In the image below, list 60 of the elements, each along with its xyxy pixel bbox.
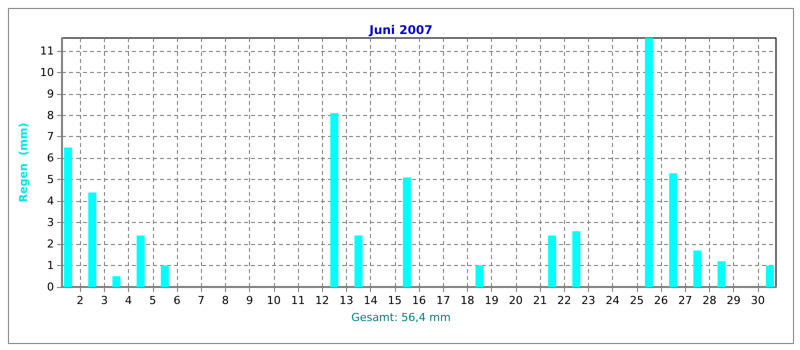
x-tick-label: 28 [702,294,716,307]
y-tick-label: 2 [47,238,54,251]
x-tick-label: 17 [436,294,450,307]
bar [88,192,96,287]
x-tick-label: 18 [460,294,474,307]
bar [402,178,411,287]
y-axis-title: Regen (mm) [17,122,30,202]
x-tick-label: 9 [246,294,254,307]
y-tick-label: 1 [47,259,54,272]
x-tick-label: 20 [508,294,523,307]
bar [64,147,72,287]
x-tick-label: 26 [654,294,668,307]
x-tick-label: 10 [266,294,281,307]
y-tick-label: 0 [47,280,54,294]
x-tick-label: 19 [484,294,499,307]
x-tick-label: 29 [726,294,741,307]
bar [548,235,556,287]
y-tick-label: 9 [47,87,54,100]
x-tick-label: 16 [412,294,426,307]
bar [718,261,726,287]
text: Gesamt: 56,4 mm [351,311,451,324]
bar [766,266,774,287]
y-tick-label: 3 [47,216,54,230]
y-tick-label: 5 [47,173,54,186]
x-tick-label: 27 [678,294,692,307]
y-tick-label: 11 [40,44,54,58]
x-tick-label: 24 [606,294,620,307]
bar [693,250,702,287]
y-tick-label: 7 [47,130,54,144]
x-tick-label: 22 [557,294,572,307]
bar [572,231,580,287]
bar [112,276,120,287]
x-tick-label: 21 [533,294,548,307]
bar [669,173,678,287]
x-tick-label: 8 [222,294,229,307]
bar [330,113,338,287]
bar [644,38,653,287]
y-tick-label: 10 [40,66,54,79]
bar [136,235,145,287]
x-tick-label: 13 [339,294,354,307]
y-tick-label: 6 [47,152,54,165]
y-tick-label: 4 [47,194,54,208]
x-tick-label: 2 [76,294,84,307]
bar [160,266,169,287]
x-tick-label: 30 [750,294,765,307]
x-tick-label: 25 [630,294,644,307]
bar [354,235,362,287]
chart-title: Juni 2007 [368,23,433,37]
x-tick-label: 6 [173,294,180,307]
bar [476,266,484,287]
x-tick-label: 15 [388,294,402,307]
x-tick-label: 11 [290,294,305,307]
x-tick-label: 3 [100,294,108,307]
x-tick-label: 5 [149,294,156,307]
x-tick-label: 12 [315,294,330,307]
y-tick-label: 8 [47,108,54,122]
x-tick-label: 4 [125,294,132,307]
x-tick-label: 14 [364,294,378,307]
x-tick-label: 23 [581,294,596,307]
x-tick-label: 7 [198,294,205,307]
